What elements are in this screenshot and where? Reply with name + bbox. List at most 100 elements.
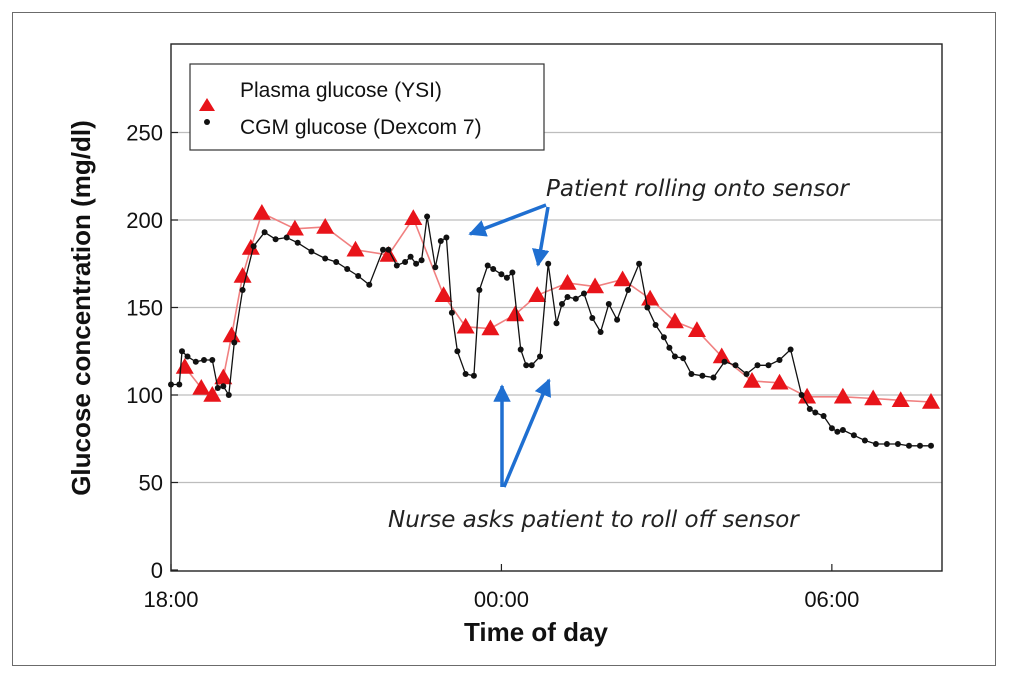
cgm-point [462, 371, 469, 377]
cgm-point [850, 432, 857, 439]
cgm-point [688, 371, 695, 377]
legend-label-plasma: Plasma glucose (YSI) [240, 79, 442, 102]
cgm-point [754, 362, 761, 369]
cgm-point [625, 287, 632, 293]
plasma-point [921, 393, 940, 409]
legend-triangle-icon [199, 98, 215, 111]
plasma-point [346, 240, 365, 257]
cgm-point [894, 441, 901, 447]
cgm-point [443, 234, 450, 241]
cgm-point [424, 213, 431, 220]
cgm-point [476, 287, 483, 293]
cgm-point [828, 425, 835, 432]
plasma-point [222, 326, 241, 343]
cgm-point [572, 295, 579, 302]
cgm-point [385, 246, 392, 253]
annotation-roll-off: Nurse asks patient to roll off sensor [388, 507, 800, 533]
plasma-point [864, 389, 883, 406]
cgm-point [917, 442, 923, 449]
plasma-point [252, 204, 271, 220]
cgm-point [523, 362, 530, 369]
cgm-point [413, 260, 420, 267]
y-tick-label-0: 0 [151, 558, 163, 583]
cgm-point [806, 406, 813, 412]
arrow-roll-off-2 [502, 378, 551, 488]
plasma-point [506, 305, 525, 322]
plasma-point [586, 277, 605, 294]
cgm-point [333, 259, 340, 265]
cgm-point [470, 372, 477, 379]
cgm-point [250, 243, 257, 250]
cgm-point [812, 409, 819, 416]
x-tick-label-06:00: 06:00 [804, 587, 859, 612]
plasma-point [833, 387, 852, 404]
cgm-point [883, 441, 890, 447]
cgm-point [614, 316, 621, 323]
cgm-point [168, 381, 174, 388]
y-tick-label-200: 200 [126, 208, 163, 233]
cgm-point [680, 355, 687, 362]
plasma-point [203, 386, 222, 402]
y-tick-label-250: 250 [126, 121, 163, 146]
plasma-point [192, 379, 211, 395]
cgm-point [454, 348, 461, 355]
cgm-point [209, 357, 216, 363]
cgm-point [559, 301, 565, 307]
cgm-point [484, 262, 491, 269]
cgm-point [176, 381, 183, 388]
cgm-point [528, 362, 535, 369]
y-axis-title: Glucose concentration (mg/dl) [66, 120, 96, 496]
legend-label-cgm: CGM glucose (Dexcom 7) [240, 116, 482, 139]
plasma-point [214, 368, 233, 385]
cgm-point [509, 269, 516, 276]
cgm-point [214, 385, 221, 391]
cgm-point [437, 238, 444, 244]
cgm-point [220, 383, 227, 390]
cgm-point [432, 264, 439, 271]
cgm-point [776, 357, 783, 363]
cgm-point [589, 315, 596, 321]
cgm-point [928, 442, 934, 449]
cgm-point [283, 234, 290, 241]
cgm-point [660, 334, 667, 341]
cgm-point [605, 301, 612, 307]
cgm-point [644, 304, 651, 311]
plasma-point [613, 270, 632, 287]
plasma-point [404, 209, 423, 225]
cgm-point [355, 273, 362, 279]
cgm-point [834, 428, 841, 435]
cgm-point [344, 266, 351, 272]
cgm-point [710, 374, 717, 381]
plasma-point [743, 372, 762, 388]
cgm-point [239, 287, 246, 293]
cgm-point [231, 339, 238, 346]
arrow-rolling-onto-1 [468, 203, 547, 237]
cgm-point [666, 344, 673, 351]
cgm-series [168, 213, 934, 449]
cgm-point [184, 353, 191, 360]
cgm-point [787, 346, 794, 353]
plasma-point [558, 274, 577, 290]
plasma-point [798, 387, 817, 404]
cgm-point [820, 413, 827, 419]
cgm-point [517, 346, 524, 353]
cgm-point [322, 255, 329, 262]
legend-box [189, 63, 545, 151]
cgm-point [380, 246, 386, 253]
cgm-point [402, 259, 409, 265]
cgm-point [699, 372, 706, 379]
plasma-point [175, 358, 194, 374]
cgm-point [192, 358, 199, 365]
y-tick-label-100: 100 [126, 383, 163, 408]
plasma-point [665, 312, 684, 329]
cgm-point [294, 239, 301, 246]
legend-dot-icon [204, 119, 210, 125]
x-axis-title: Time of day [464, 617, 609, 647]
plasma-point [687, 321, 706, 337]
cgm-point [861, 437, 868, 444]
cgm-point [366, 281, 373, 288]
plasma-series [175, 204, 940, 409]
plasma-point [481, 319, 500, 336]
x-tick-label-18:00: 18:00 [143, 587, 198, 612]
